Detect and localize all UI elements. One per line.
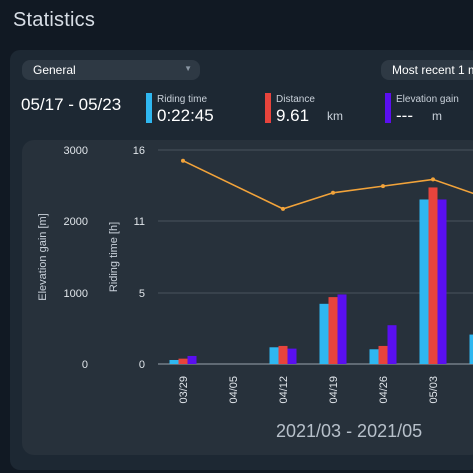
trend-point: [431, 177, 435, 182]
page-title: Statistics: [13, 9, 96, 31]
range-select[interactable]: Most recent 1 m: [381, 60, 473, 80]
period-label: 2021/03 - 2021/05: [276, 421, 423, 441]
bar: [419, 199, 429, 364]
trend-point: [381, 184, 385, 189]
bar: [387, 325, 397, 364]
x-tick-label: 05/03: [428, 376, 440, 404]
distance-color-bar: [265, 93, 271, 123]
elevation-tick-label: 2000: [64, 216, 88, 228]
bar: [278, 345, 288, 364]
metric-value: 0:22:45: [157, 106, 214, 125]
x-tick-label: 04/26: [378, 376, 390, 404]
bar: [328, 297, 338, 364]
bar: [287, 348, 297, 364]
elevation-tick-label: 3000: [64, 145, 88, 157]
bar: [428, 187, 438, 364]
time-tick-label: 11: [134, 216, 145, 228]
trend-point: [281, 206, 285, 211]
metric-label: Riding time: [157, 94, 208, 105]
metric-unit: km: [327, 109, 343, 123]
bar: [378, 345, 388, 364]
bar: [369, 349, 379, 364]
time-tick-label: 5: [139, 288, 145, 300]
range-select-value: Most recent 1 m: [392, 63, 473, 77]
elevation-tick-label: 1000: [64, 288, 88, 300]
date-range: 05/17 - 05/23: [21, 95, 122, 114]
trend-point: [181, 158, 185, 163]
bar: [269, 347, 279, 364]
bar: [319, 303, 329, 364]
elevation-tick-label: 0: [82, 359, 88, 371]
bar: [469, 334, 473, 364]
chevron-down-icon: ▼: [184, 64, 192, 73]
x-tick-label: 04/12: [278, 376, 290, 404]
time-tick-label: 16: [133, 145, 145, 157]
metric-value: 9.61: [276, 106, 310, 125]
metric-unit: m: [432, 109, 442, 123]
metric-label: Distance: [276, 94, 315, 105]
metric-label: Elevation gain: [396, 94, 459, 105]
metric-value: ---: [396, 106, 413, 125]
x-tick-label: 04/05: [228, 376, 240, 404]
bar: [178, 358, 188, 364]
trend-line: [182, 159, 473, 210]
elevation-color-bar: [385, 93, 391, 123]
x-tick-label: 03/29: [178, 376, 190, 404]
category-select-value: General: [33, 63, 76, 77]
bar: [169, 359, 179, 364]
riding-time-color-bar: [146, 93, 152, 123]
bar: [437, 199, 447, 364]
time-tick-label: 0: [139, 359, 145, 371]
bar: [337, 294, 347, 364]
category-select[interactable]: General ▼: [22, 60, 200, 80]
bar: [187, 355, 197, 364]
x-tick-label: 04/19: [328, 376, 340, 404]
trend-point: [331, 190, 335, 195]
